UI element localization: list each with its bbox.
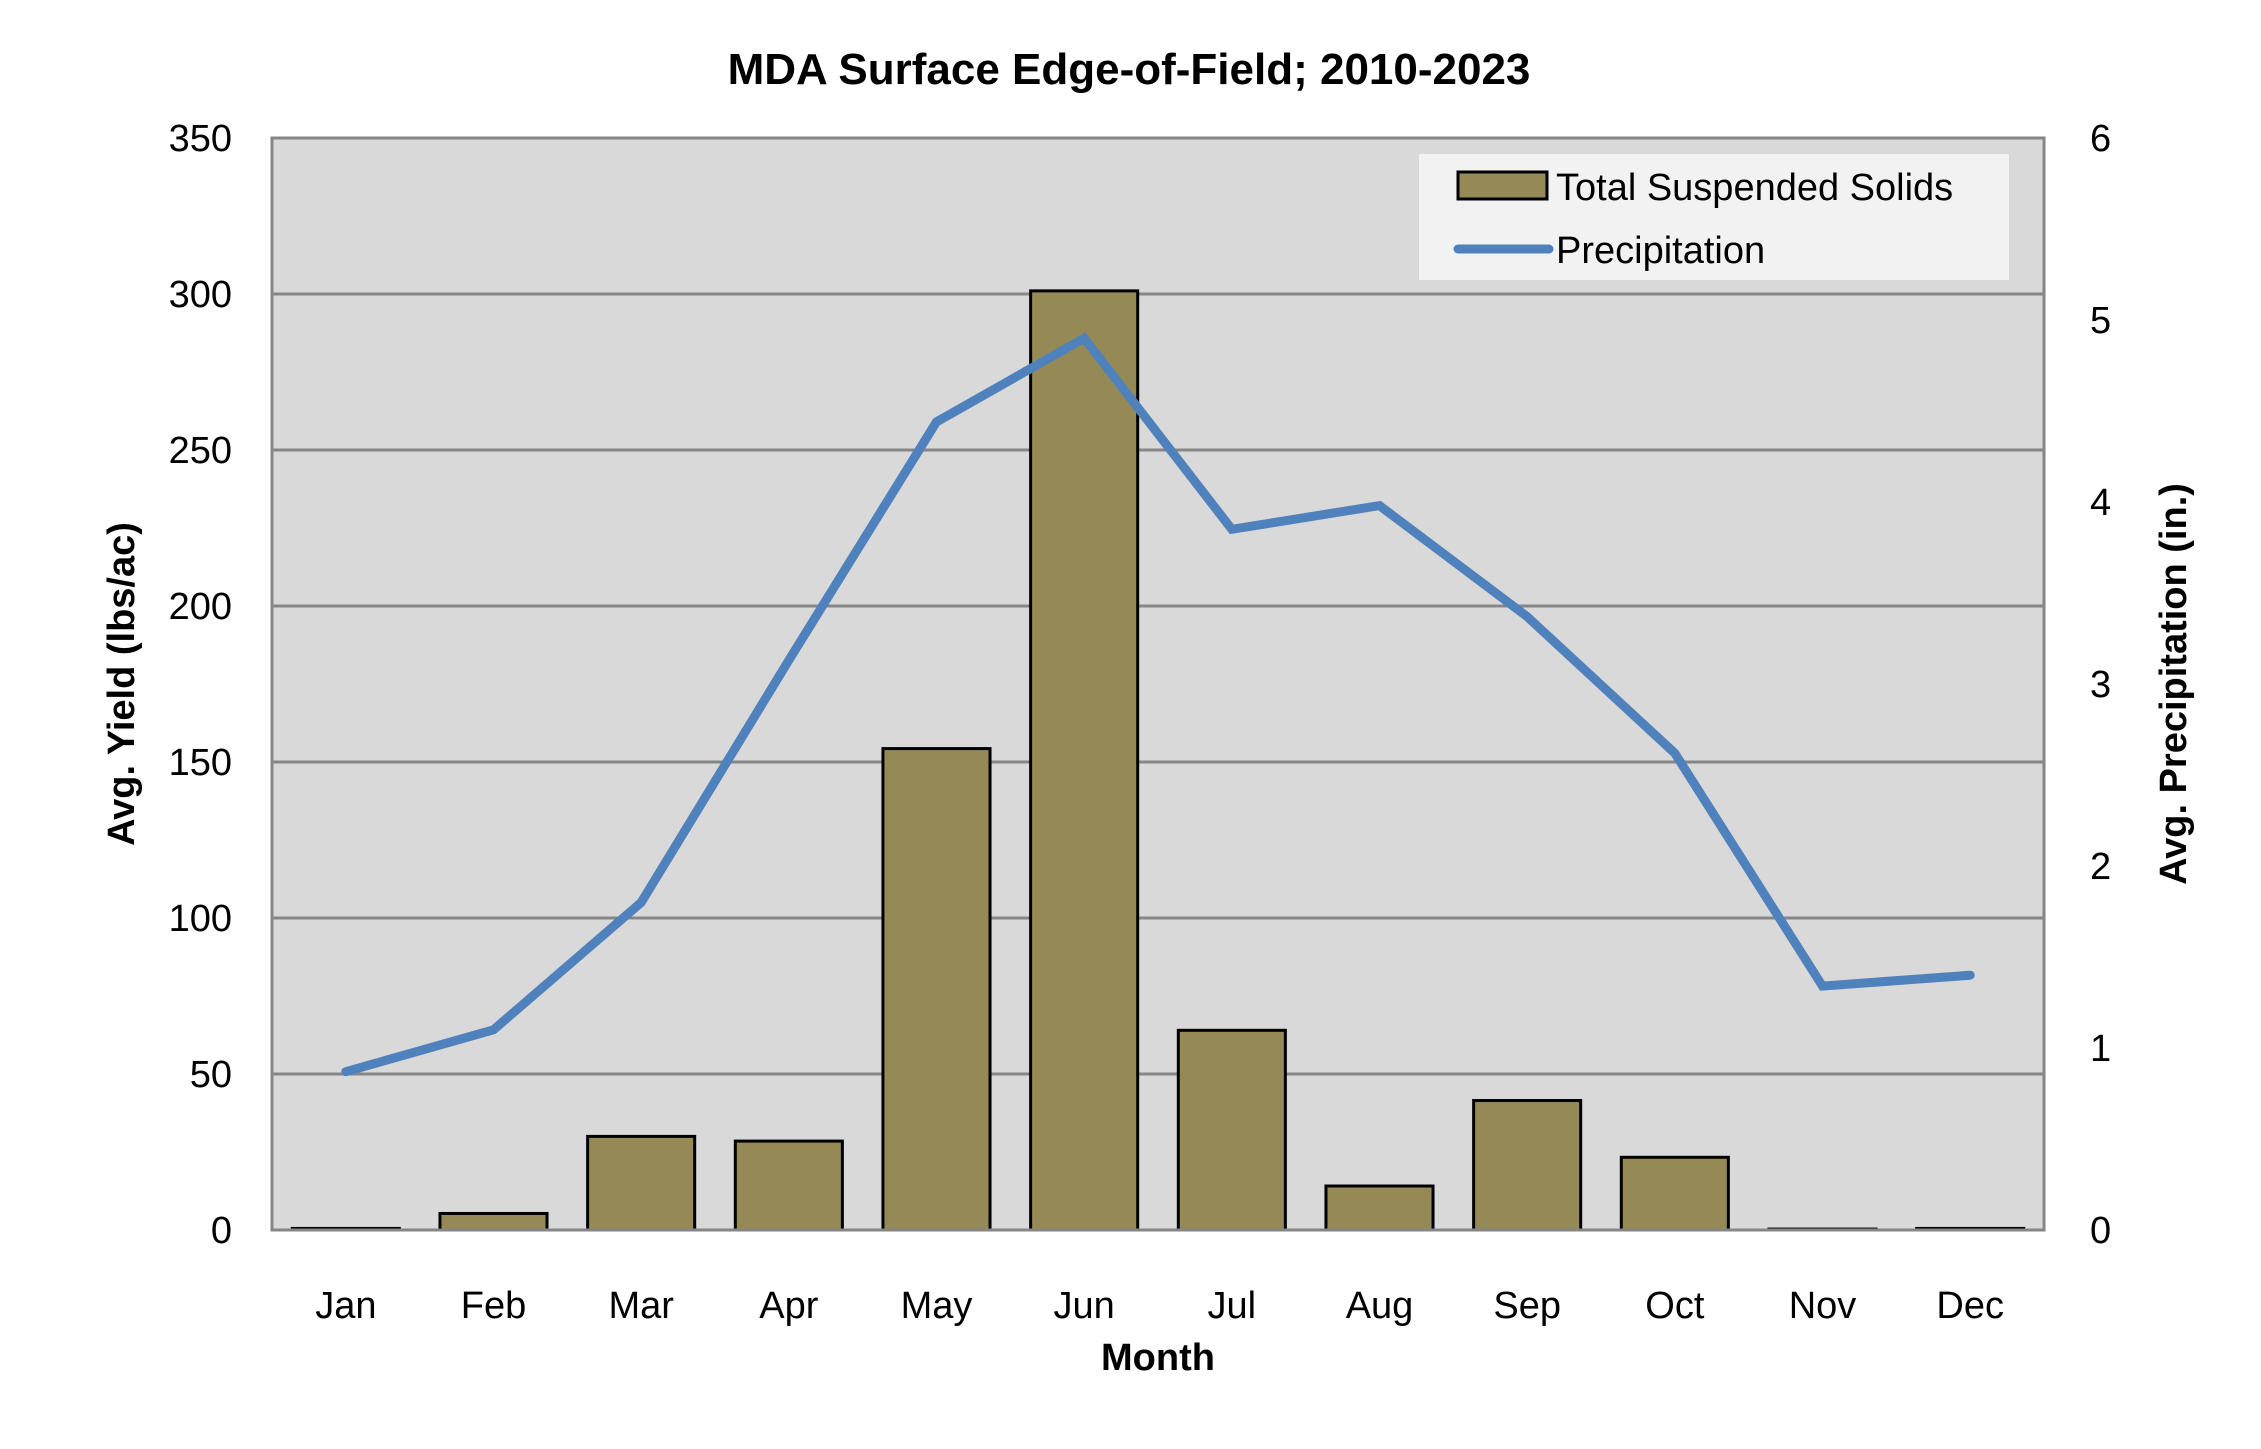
y2-tick-label: 4 bbox=[2090, 482, 2111, 524]
bar-mar bbox=[586, 1134, 697, 1232]
y-tick-label: 200 bbox=[169, 586, 232, 628]
plot-area bbox=[272, 138, 2044, 1230]
bar-series bbox=[290, 289, 2026, 1232]
x-tick-label: Mar bbox=[608, 1285, 674, 1327]
bar-jun bbox=[1029, 289, 1140, 1232]
x-tick-label: Apr bbox=[759, 1285, 818, 1327]
x-tick-label: Aug bbox=[1346, 1285, 1414, 1327]
x-tick-label: Jul bbox=[1208, 1285, 1257, 1327]
y-axis-right-title: Avg. Precipitation (in.) bbox=[2153, 483, 2195, 885]
bar-feb bbox=[438, 1211, 549, 1232]
y2-tick-label: 2 bbox=[2090, 846, 2111, 888]
bar-sep bbox=[1472, 1099, 1583, 1232]
x-tick-label: Nov bbox=[1789, 1285, 1857, 1327]
precipitation-line bbox=[341, 332, 1975, 1077]
y-tick-label: 100 bbox=[169, 898, 232, 940]
y-tick-label: 350 bbox=[169, 118, 232, 160]
bar-oct bbox=[1619, 1155, 1730, 1232]
x-tick-label: Dec bbox=[1936, 1285, 2004, 1327]
gridlines bbox=[272, 292, 2044, 1076]
legend-label-precipitation: Precipitation bbox=[1556, 230, 1765, 272]
precipitation-points bbox=[345, 338, 1971, 1072]
plot-border bbox=[270, 136, 2046, 1232]
legend-swatch-tss bbox=[1456, 170, 1549, 201]
chart-title: MDA Surface Edge-of-Field; 2010-2023 bbox=[728, 45, 1531, 94]
legend: Total Suspended Solids Precipitation bbox=[1419, 154, 2009, 280]
y2-tick-label: 1 bbox=[2090, 1028, 2111, 1070]
y-tick-label: 250 bbox=[169, 430, 232, 472]
legend-label-tss: Total Suspended Solids bbox=[1556, 167, 1953, 209]
bar-jul bbox=[1176, 1028, 1287, 1232]
x-axis-ticks: Jan Feb Mar Apr May Jun Jul Aug Sep Oct Nov Dec bbox=[315, 1285, 2004, 1327]
x-tick-label: Jun bbox=[1054, 1285, 1115, 1327]
y2-tick-label: 6 bbox=[2090, 118, 2111, 160]
y-tick-label: 50 bbox=[190, 1054, 232, 1096]
x-axis-title: Month bbox=[1101, 1337, 1215, 1379]
y2-tick-label: 3 bbox=[2090, 664, 2111, 706]
x-tick-label: Feb bbox=[461, 1285, 526, 1327]
bar-apr bbox=[733, 1139, 844, 1232]
y-tick-label: 300 bbox=[169, 274, 232, 316]
x-tick-label: Jan bbox=[315, 1285, 376, 1327]
x-tick-label: Sep bbox=[1493, 1285, 1561, 1327]
x-tick-label: May bbox=[901, 1285, 973, 1327]
y2-tick-label: 5 bbox=[2090, 300, 2111, 342]
y-axis-left-ticks: 0 50 100 150 200 250 300 350 bbox=[169, 118, 232, 1252]
y-axis-left-title: Avg. Yield (lbs/ac) bbox=[101, 522, 143, 846]
x-tick-label: Oct bbox=[1645, 1285, 1705, 1327]
bar-aug bbox=[1324, 1184, 1435, 1232]
y2-tick-label: 0 bbox=[2090, 1210, 2111, 1252]
y-tick-label: 150 bbox=[169, 742, 232, 784]
y-axis-right-ticks: 0 1 2 3 4 5 6 bbox=[2090, 118, 2111, 1252]
bar-may bbox=[881, 747, 992, 1232]
y-tick-label: 0 bbox=[211, 1210, 232, 1252]
